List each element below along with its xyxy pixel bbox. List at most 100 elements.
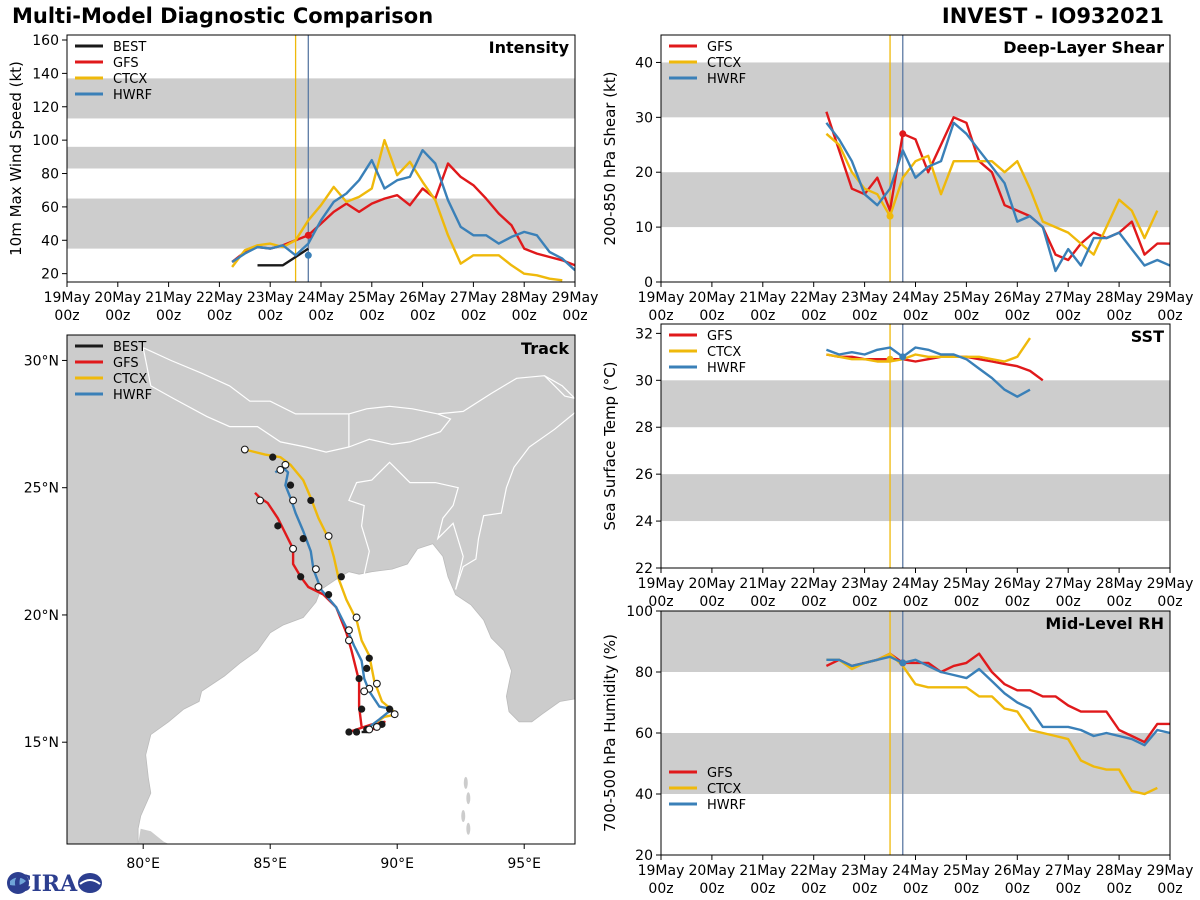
shear-series-hwrf [825,121,1170,273]
sst-ytick-label: 30 [635,373,653,389]
intensity-ytick-label: 20 [41,267,59,283]
sst-ytick-label: 22 [635,561,653,577]
track-xtick-label: 85°E [253,856,287,872]
shear-xtick-label: 19May [638,290,685,306]
sst-ylabel: Sea Surface Temp (°C) [601,361,619,530]
shear-xtick-label: 00z [1056,308,1081,324]
track-position-filled [299,535,307,543]
track-position-open [240,445,249,454]
sst-xtick-label: 24May [892,576,939,592]
intensity-xtick-label: 00z [359,308,384,324]
track-legend-label-hwrf: HWRF [113,388,152,403]
track-legend-label-ctcx: CTCX [113,372,147,387]
track-position-open [314,583,323,591]
sst-xtick-label: 00z [1005,594,1030,610]
track-position-open [281,460,290,469]
track-position-filled [269,453,277,461]
shear-ytick-label: 0 [644,275,653,291]
track-position-open [344,636,353,645]
intensity-xtick-label: 23May [247,290,294,306]
rh-xtick-label: 28May [1096,863,1143,879]
intensity-xtick-label: 19May [44,290,91,306]
intensity-xtick-label: 00z [461,308,486,324]
country-border-1 [142,347,349,415]
intensity-title: Intensity [489,38,570,57]
track-legend-label-best: BEST [113,340,146,355]
shear-xtick-label: 28May [1096,290,1143,306]
track-position-open [289,544,298,553]
shear-xtick-label: 00z [648,308,673,324]
sst-xtick-label: 25May [943,576,990,592]
country-border-3 [348,405,452,448]
rh-xtick-label: 25May [943,863,990,879]
country-border-4 [437,375,575,415]
intensity-xtick-label: 00z [562,308,587,324]
intensity-xtick-label: 27May [450,290,497,306]
shear-band-1 [661,62,1170,118]
track-position-filled [345,728,353,736]
rh-xtick-label: 00z [801,881,826,897]
track-xtick-label: 90°E [380,856,414,872]
cira-logo: CIRA [7,871,102,897]
track-legend-label-gfs: GFS [113,356,139,371]
track-position-open [365,725,374,734]
andaman-island-3 [466,822,471,835]
rh-xtick-label: 22May [790,863,837,879]
shear-xtick-label: 00z [1107,308,1132,324]
intensity-legend-label-hwrf: HWRF [113,88,152,103]
shear-xtick-label: 22May [790,290,837,306]
intensity-series-best [257,247,309,267]
sst-series-hwrf [825,346,1031,398]
rh-legend-label-gfs: GFS [707,766,733,781]
intensity-xtick-label: 00z [105,308,130,324]
sst-legend-label-ctcx: CTCX [707,345,741,360]
rh-xtick-label: 24May [892,863,939,879]
sst-legend-label-gfs: GFS [707,329,733,344]
sst-xtick-label: 00z [801,594,826,610]
shear-xtick-label: 00z [699,308,724,324]
shear-band-0 [661,172,1170,228]
sst-xtick-label: 28May [1096,576,1143,592]
rh-xtick-label: 00z [1157,881,1182,897]
rh-ytick-label: 40 [635,787,653,803]
track-position-filled [297,573,305,581]
track-position-open [360,687,369,696]
intensity-ytick-label: 160 [32,33,59,49]
intensity-ytick-label: 40 [41,233,59,249]
intensity-xtick-label: 28May [501,290,548,306]
sst-xtick-label: 27May [1045,576,1092,592]
intensity-ytick-label: 100 [32,133,59,149]
intensity-xtick-label: 20May [94,290,141,306]
shear-legend-label-ctcx: CTCX [707,56,741,71]
intensity-xtick-label: 29May [552,290,599,306]
intensity-series-ctcx [231,138,563,282]
shear-ylabel: 200-850 hPa Shear (kt) [601,72,619,246]
intensity-xtick-label: 21May [145,290,192,306]
country-border-6 [544,375,575,399]
track-position-open [256,496,264,505]
track-position-filled [352,728,361,736]
intensity-band-1 [67,146,575,169]
intensity-ytick-label: 140 [32,66,59,82]
shear-xtick-label: 23May [841,290,888,306]
rh-legend-label-hwrf: HWRF [707,798,746,813]
track-ytick-label: 20°N [24,608,59,624]
track-position-filled [337,573,345,581]
sst-series-ctcx [826,337,1031,363]
sst-xtick-label: 00z [1107,594,1132,610]
track-position-open [276,465,285,474]
intensity-legend-label-ctcx: CTCX [113,72,147,87]
sst-xtick-label: 00z [648,594,673,610]
track-title: Track [521,339,569,358]
sst-xtick-label: 29May [1147,576,1194,592]
storm-id-title: INVEST - IO932021 [941,4,1164,28]
rh-ytick-label: 60 [635,726,653,742]
track-position-open [372,679,381,688]
rh-xtick-label: 29May [1147,863,1194,879]
shear-xtick-label: 20May [689,290,736,306]
rh-xtick-label: 20May [689,863,736,879]
track-ytick-label: 30°N [24,353,59,369]
shear-xtick-label: 00z [903,308,928,324]
rh-xtick-label: 00z [1107,881,1132,897]
